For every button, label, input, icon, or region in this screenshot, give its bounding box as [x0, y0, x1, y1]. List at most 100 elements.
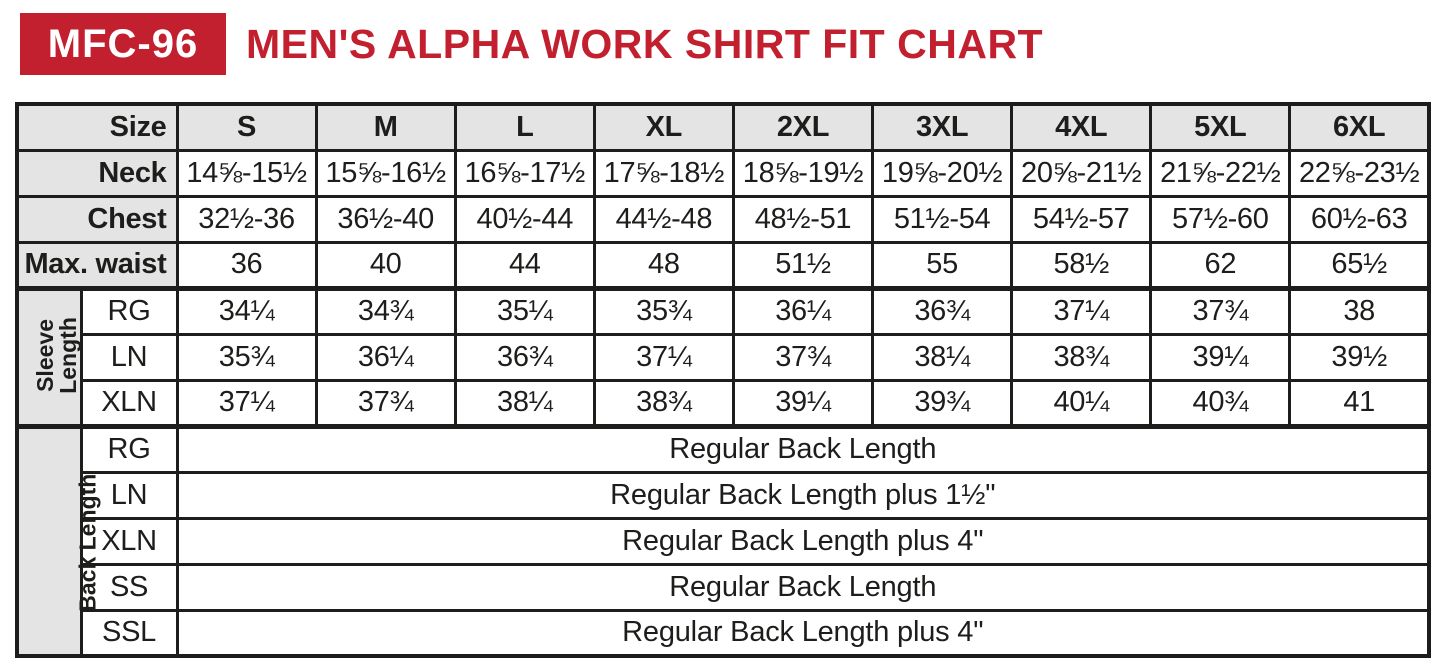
- size-col-header: L: [453, 102, 596, 152]
- back-length-text: Regular Back Length plus 1½": [175, 470, 1431, 520]
- sleeve-length-cell: 37¾: [731, 332, 875, 382]
- measurement-cell: 15⅝-16½: [314, 148, 457, 198]
- back-length-text: Regular Back Length: [175, 423, 1431, 474]
- sleeve-length-row: LN 35¾ 36¼ 36¾ 37¼ 37¾ 38¼ 38¾ 39¼ 39½: [17, 332, 1431, 382]
- size-header-row: Size S M L XL 2XL 3XL 4XL 5XL 6XL: [15, 102, 1431, 152]
- measurement-cell: 19⅝-20½: [871, 148, 1014, 198]
- sleeve-length-cell: 38: [1288, 285, 1431, 336]
- group-label-line: Back Length: [74, 473, 101, 612]
- sleeve-length-cell: 34¼: [175, 285, 318, 336]
- size-col-header: XL: [592, 102, 735, 152]
- size-col-header: M: [314, 102, 457, 152]
- sleeve-variant-label: LN: [79, 332, 179, 382]
- measurement-cell: 60½-63: [1288, 194, 1431, 244]
- product-code-badge: MFC-96: [20, 13, 226, 75]
- sleeve-length-cell: 37¾: [1149, 285, 1292, 336]
- sleeve-variant-label: XLN: [79, 378, 179, 428]
- measurement-cell: 44½-48: [592, 194, 735, 244]
- group-label-line: Sleeve: [31, 318, 58, 392]
- sleeve-length-row: XLN 37¼ 37¾ 38¼ 38¾ 39¼ 39¾ 40¼ 40¾ 41: [17, 378, 1431, 428]
- group-label-text: Sleeve Length: [31, 316, 82, 394]
- back-length-text: Regular Back Length plus 4": [175, 608, 1431, 658]
- measurement-cell: 18⅝-19½: [731, 148, 875, 198]
- sleeve-length-cell: 37¼: [1010, 285, 1153, 336]
- sleeve-length-cell: 38¾: [592, 378, 735, 428]
- sleeve-length-cell: 38¼: [453, 378, 596, 428]
- measurement-cell: 40½-44: [453, 194, 596, 244]
- sleeve-length-cell: 38¼: [871, 332, 1014, 382]
- measurement-cell: 22⅝-23½: [1288, 148, 1431, 198]
- size-col-header: S: [175, 102, 318, 152]
- measurement-row: Chest 32½-36 36½-40 40½-44 44½-48 48½-51 51½-5…: [15, 194, 1431, 244]
- sleeve-length-cell: 35¾: [592, 285, 735, 336]
- measurement-row: Neck 14⅝-15½ 15⅝-16½ 16⅝-17½ 17⅝-18½ 18⅝-19½ 1…: [15, 148, 1431, 198]
- sleeve-length-row: Sleeve Length RG 34¼ 34¾ 35¼ 35¾ 36¼ 36¾ 37¼ 37¾ 38: [15, 285, 1431, 428]
- size-col-header: 3XL: [871, 102, 1014, 152]
- back-variant-label: XLN: [79, 516, 179, 566]
- back-variant-label: SSL: [79, 608, 179, 658]
- back-length-row: SS Regular Back Length: [17, 562, 1431, 612]
- back-length-row: Back Length RG Regular Back Length: [15, 423, 1431, 658]
- group-label-sleeve-length: Sleeve Length: [15, 285, 83, 428]
- measurement-cell: 32½-36: [175, 194, 318, 244]
- sleeve-length-cell: 35¾: [175, 332, 318, 382]
- sleeve-length-cell: 37¾: [314, 378, 457, 428]
- size-label: Size: [15, 102, 179, 152]
- size-col-header: 6XL: [1288, 102, 1431, 152]
- measurement-cell: 58½: [1010, 240, 1153, 290]
- sleeve-length-cell: 39¼: [1149, 332, 1292, 382]
- sleeve-length-cell: 39¾: [871, 378, 1014, 428]
- measurement-row: Max. waist 36 40 44 48 51½ 55 58½ 62 65½: [15, 240, 1431, 290]
- sleeve-length-cell: 37¼: [175, 378, 318, 428]
- sleeve-length-cell: 37¼: [592, 332, 735, 382]
- fit-chart: Size S M L XL 2XL 3XL 4XL 5XL 6XL Neck 14⅝-15½ 15⅝-1…: [15, 102, 1431, 658]
- measurement-cell: 40: [314, 240, 457, 290]
- group-label-back-length: Back Length: [15, 423, 100, 658]
- row-label: Chest: [15, 194, 179, 244]
- size-col-header: 2XL: [731, 102, 875, 152]
- measurement-cell: 44: [453, 240, 596, 290]
- measurement-cell: 16⅝-17½: [453, 148, 596, 198]
- measurement-cell: 51½: [731, 240, 875, 290]
- product-code: MFC-96: [47, 21, 199, 66]
- back-length-row: LN Regular Back Length plus 1½": [17, 470, 1431, 520]
- back-length-row: SSL Regular Back Length plus 4": [17, 608, 1431, 658]
- measurement-cell: 36: [175, 240, 318, 290]
- measurement-cell: 55: [871, 240, 1014, 290]
- measurement-cell: 57½-60: [1149, 194, 1292, 244]
- measurement-cell: 17⅝-18½: [592, 148, 735, 198]
- measurement-cell: 62: [1149, 240, 1292, 290]
- sleeve-length-cell: 38¾: [1010, 332, 1153, 382]
- sleeve-length-cell: 40¼: [1010, 378, 1153, 428]
- sleeve-length-cell: 35¼: [453, 285, 596, 336]
- sleeve-length-cell: 40¾: [1149, 378, 1292, 428]
- back-length-text: Regular Back Length plus 4": [175, 516, 1431, 566]
- back-length-row: XLN Regular Back Length plus 4": [17, 516, 1431, 566]
- measurement-cell: 54½-57: [1010, 194, 1153, 244]
- size-col-header: 5XL: [1149, 102, 1292, 152]
- group-label-line: Length: [55, 316, 82, 394]
- sleeve-length-cell: 36¼: [314, 332, 457, 382]
- measurement-cell: 65½: [1288, 240, 1431, 290]
- back-variant-label: RG: [79, 423, 179, 474]
- measurement-cell: 48: [592, 240, 735, 290]
- measurement-cell: 36½-40: [314, 194, 457, 244]
- sleeve-length-cell: 34¾: [314, 285, 457, 336]
- back-variant-label: SS: [79, 562, 179, 612]
- size-col-header: 4XL: [1010, 102, 1153, 152]
- measurement-cell: 21⅝-22½: [1149, 148, 1292, 198]
- row-label: Neck: [15, 148, 179, 198]
- sleeve-length-cell: 39½: [1288, 332, 1431, 382]
- back-variant-label: LN: [79, 470, 179, 520]
- sleeve-length-cell: 36¾: [871, 285, 1014, 336]
- measurement-cell: 48½-51: [731, 194, 875, 244]
- row-label: Max. waist: [15, 240, 179, 290]
- sleeve-variant-label: RG: [79, 285, 179, 336]
- sleeve-length-cell: 39¼: [731, 378, 875, 428]
- measurement-cell: 51½-54: [871, 194, 1014, 244]
- page-title: MEN'S ALPHA WORK SHIRT FIT CHART: [246, 20, 1044, 67]
- measurement-cell: 14⅝-15½: [175, 148, 318, 198]
- sleeve-length-cell: 41: [1288, 378, 1431, 428]
- sleeve-length-cell: 36¼: [731, 285, 875, 336]
